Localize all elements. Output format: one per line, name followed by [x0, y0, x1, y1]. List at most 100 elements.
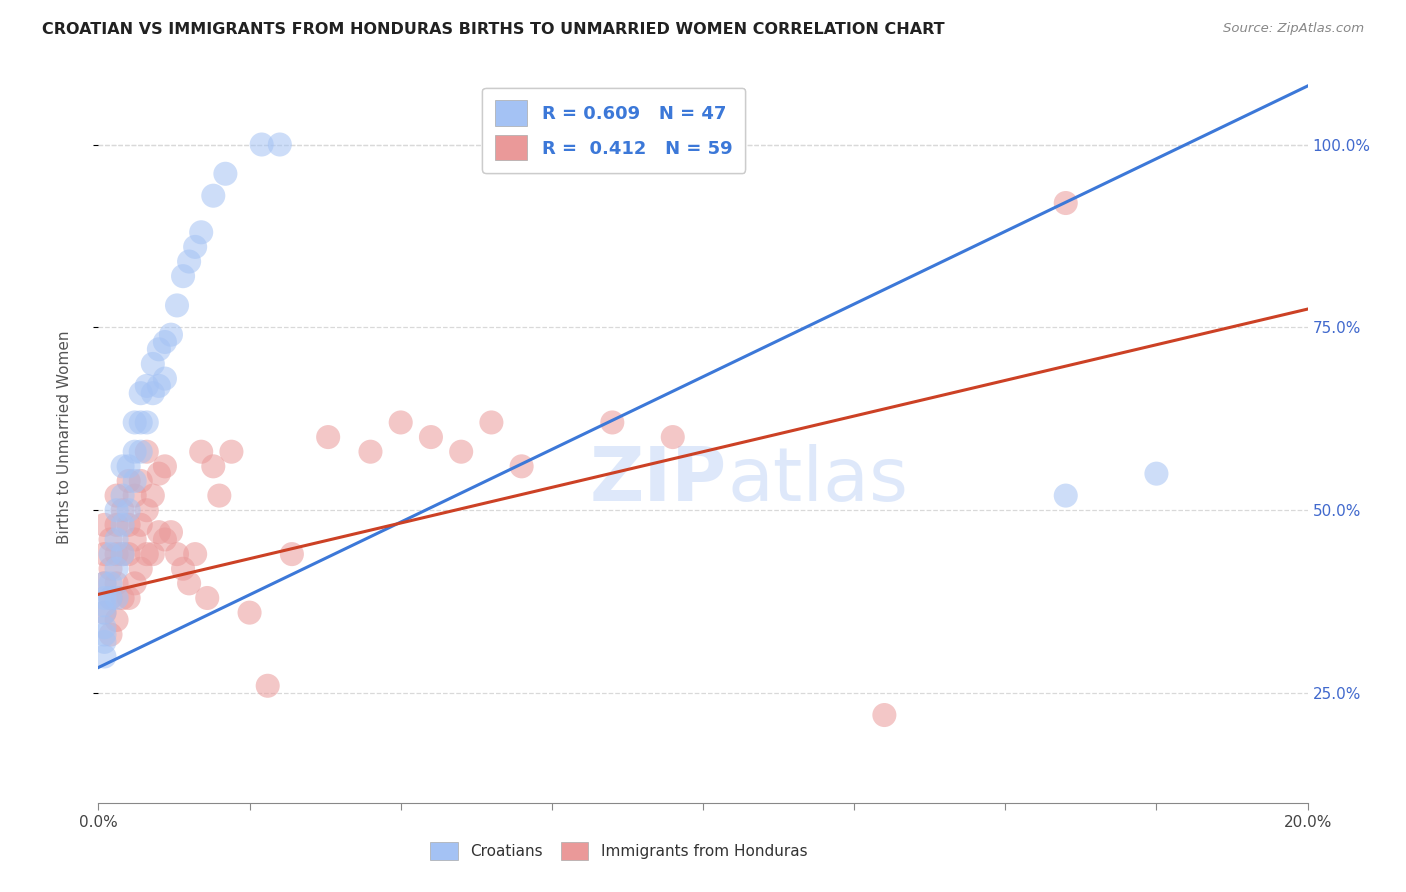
- Point: [172, 562, 194, 576]
- Point: [661, 430, 683, 444]
- Point: [111, 517, 134, 532]
- Point: [148, 343, 170, 357]
- Text: ZIP: ZIP: [591, 444, 727, 517]
- Point: [118, 547, 141, 561]
- Point: [202, 459, 225, 474]
- Point: [153, 459, 176, 474]
- Point: [221, 444, 243, 458]
- Point: [93, 635, 115, 649]
- Point: [202, 188, 225, 202]
- Point: [166, 547, 188, 561]
- Point: [93, 649, 115, 664]
- Point: [105, 517, 128, 532]
- Point: [111, 459, 134, 474]
- Point: [93, 547, 115, 561]
- Point: [1144, 467, 1167, 481]
- Point: [135, 503, 157, 517]
- Point: [124, 533, 146, 547]
- Point: [129, 517, 152, 532]
- Point: [124, 576, 146, 591]
- Point: [166, 298, 188, 312]
- Point: [184, 240, 207, 254]
- Point: [214, 167, 236, 181]
- Point: [100, 576, 122, 591]
- Point: [111, 489, 134, 503]
- Point: [153, 533, 176, 547]
- Point: [124, 474, 146, 488]
- Point: [129, 444, 152, 458]
- Point: [179, 576, 201, 591]
- Point: [250, 137, 273, 152]
- Point: [129, 386, 152, 401]
- Point: [93, 627, 115, 641]
- Point: [105, 613, 128, 627]
- Point: [129, 416, 152, 430]
- Point: [105, 533, 128, 547]
- Point: [142, 386, 165, 401]
- Point: [100, 591, 122, 605]
- Point: [148, 525, 170, 540]
- Point: [135, 379, 157, 393]
- Point: [124, 444, 146, 458]
- Point: [190, 225, 212, 239]
- Point: [93, 576, 115, 591]
- Point: [93, 591, 115, 605]
- Point: [195, 591, 218, 605]
- Point: [124, 489, 146, 503]
- Point: [142, 489, 165, 503]
- Point: [256, 679, 278, 693]
- Text: Source: ZipAtlas.com: Source: ZipAtlas.com: [1223, 22, 1364, 36]
- Point: [93, 576, 115, 591]
- Legend: Croatians, Immigrants from Honduras: Croatians, Immigrants from Honduras: [425, 836, 813, 866]
- Point: [118, 591, 141, 605]
- Point: [118, 474, 141, 488]
- Point: [124, 416, 146, 430]
- Point: [420, 430, 443, 444]
- Point: [208, 489, 231, 503]
- Point: [105, 503, 128, 517]
- Point: [135, 416, 157, 430]
- Point: [281, 547, 304, 561]
- Point: [100, 547, 122, 561]
- Point: [481, 416, 503, 430]
- Point: [160, 525, 183, 540]
- Point: [148, 467, 170, 481]
- Point: [1054, 489, 1077, 503]
- Point: [316, 430, 339, 444]
- Point: [118, 503, 141, 517]
- Point: [135, 444, 157, 458]
- Point: [100, 533, 122, 547]
- Point: [172, 269, 194, 284]
- Point: [142, 547, 165, 561]
- Text: atlas: atlas: [727, 444, 908, 517]
- Point: [93, 599, 115, 613]
- Point: [111, 503, 134, 517]
- Point: [118, 517, 141, 532]
- Point: [160, 327, 183, 342]
- Point: [389, 416, 412, 430]
- Point: [450, 444, 472, 458]
- Point: [105, 547, 128, 561]
- Point: [100, 562, 122, 576]
- Y-axis label: Births to Unmarried Women: Births to Unmarried Women: [58, 330, 72, 544]
- Point: [148, 379, 170, 393]
- Point: [184, 547, 207, 561]
- Point: [153, 371, 176, 385]
- Point: [100, 627, 122, 641]
- Point: [93, 517, 115, 532]
- Point: [602, 416, 624, 430]
- Point: [142, 357, 165, 371]
- Point: [105, 489, 128, 503]
- Point: [129, 562, 152, 576]
- Point: [100, 591, 122, 605]
- Point: [873, 708, 896, 723]
- Text: CROATIAN VS IMMIGRANTS FROM HONDURAS BIRTHS TO UNMARRIED WOMEN CORRELATION CHART: CROATIAN VS IMMIGRANTS FROM HONDURAS BIR…: [42, 22, 945, 37]
- Point: [510, 459, 533, 474]
- Point: [118, 459, 141, 474]
- Point: [239, 606, 262, 620]
- Point: [111, 547, 134, 561]
- Point: [111, 547, 134, 561]
- Point: [1054, 196, 1077, 211]
- Point: [105, 576, 128, 591]
- Point: [129, 474, 152, 488]
